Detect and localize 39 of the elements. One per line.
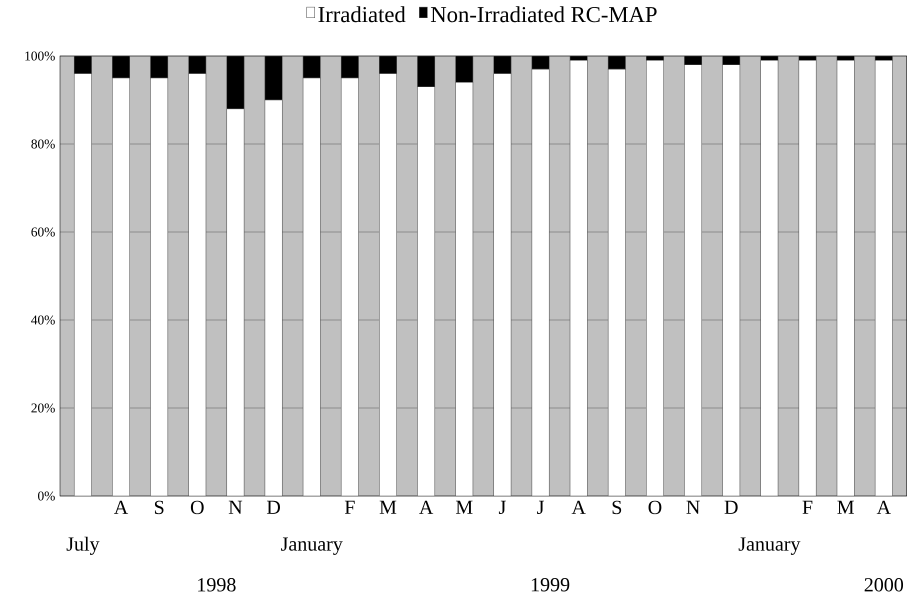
x-tick-label: F <box>344 500 355 514</box>
x-tick-label: S <box>154 500 164 514</box>
y-tick-label: 0% <box>38 491 55 500</box>
y-tick-label: 100% <box>25 51 55 60</box>
bar <box>570 60 588 496</box>
x-tick-label: M <box>837 500 854 514</box>
x-tick-label: A <box>572 500 586 514</box>
x-tick-label: J <box>498 500 506 514</box>
x-tick-label: A <box>876 500 891 514</box>
bar <box>646 60 664 496</box>
text: 1998 <box>198 578 236 592</box>
x-tick-label: July <box>66 536 100 555</box>
legend-label: Irradiated <box>318 6 406 22</box>
x-tick-label: N <box>686 500 700 514</box>
x-tick-label: D <box>266 500 280 514</box>
x-tick-label: January <box>738 537 800 555</box>
bar <box>836 60 855 496</box>
x-tick-label: M <box>380 500 396 514</box>
x-tick-label: M <box>456 500 473 514</box>
legend-label: Non-Irradiated RC-MAP <box>430 6 657 22</box>
bar <box>874 60 893 496</box>
x-tick-label: A <box>419 500 434 514</box>
x-tick-label: N <box>228 500 242 514</box>
bar <box>760 60 778 496</box>
x-tick-label: J <box>537 500 544 514</box>
y-tick-label: 80% <box>31 139 55 148</box>
y-tick-label: 60% <box>31 227 55 236</box>
x-tick-label: D <box>724 500 738 514</box>
x-tick-label: S <box>612 500 622 514</box>
text: 1999 <box>532 578 570 592</box>
y-tick-label: 20% <box>31 403 55 412</box>
x-tick-label: O <box>648 500 662 514</box>
bar <box>798 60 816 496</box>
x-tick-label: O <box>190 500 204 514</box>
x-tick-label: A <box>114 500 128 514</box>
y-tick-label: 40% <box>31 315 55 324</box>
x-tick-label: F <box>802 500 812 514</box>
x-tick-label: January <box>281 537 343 555</box>
text: 2000 <box>864 578 904 592</box>
